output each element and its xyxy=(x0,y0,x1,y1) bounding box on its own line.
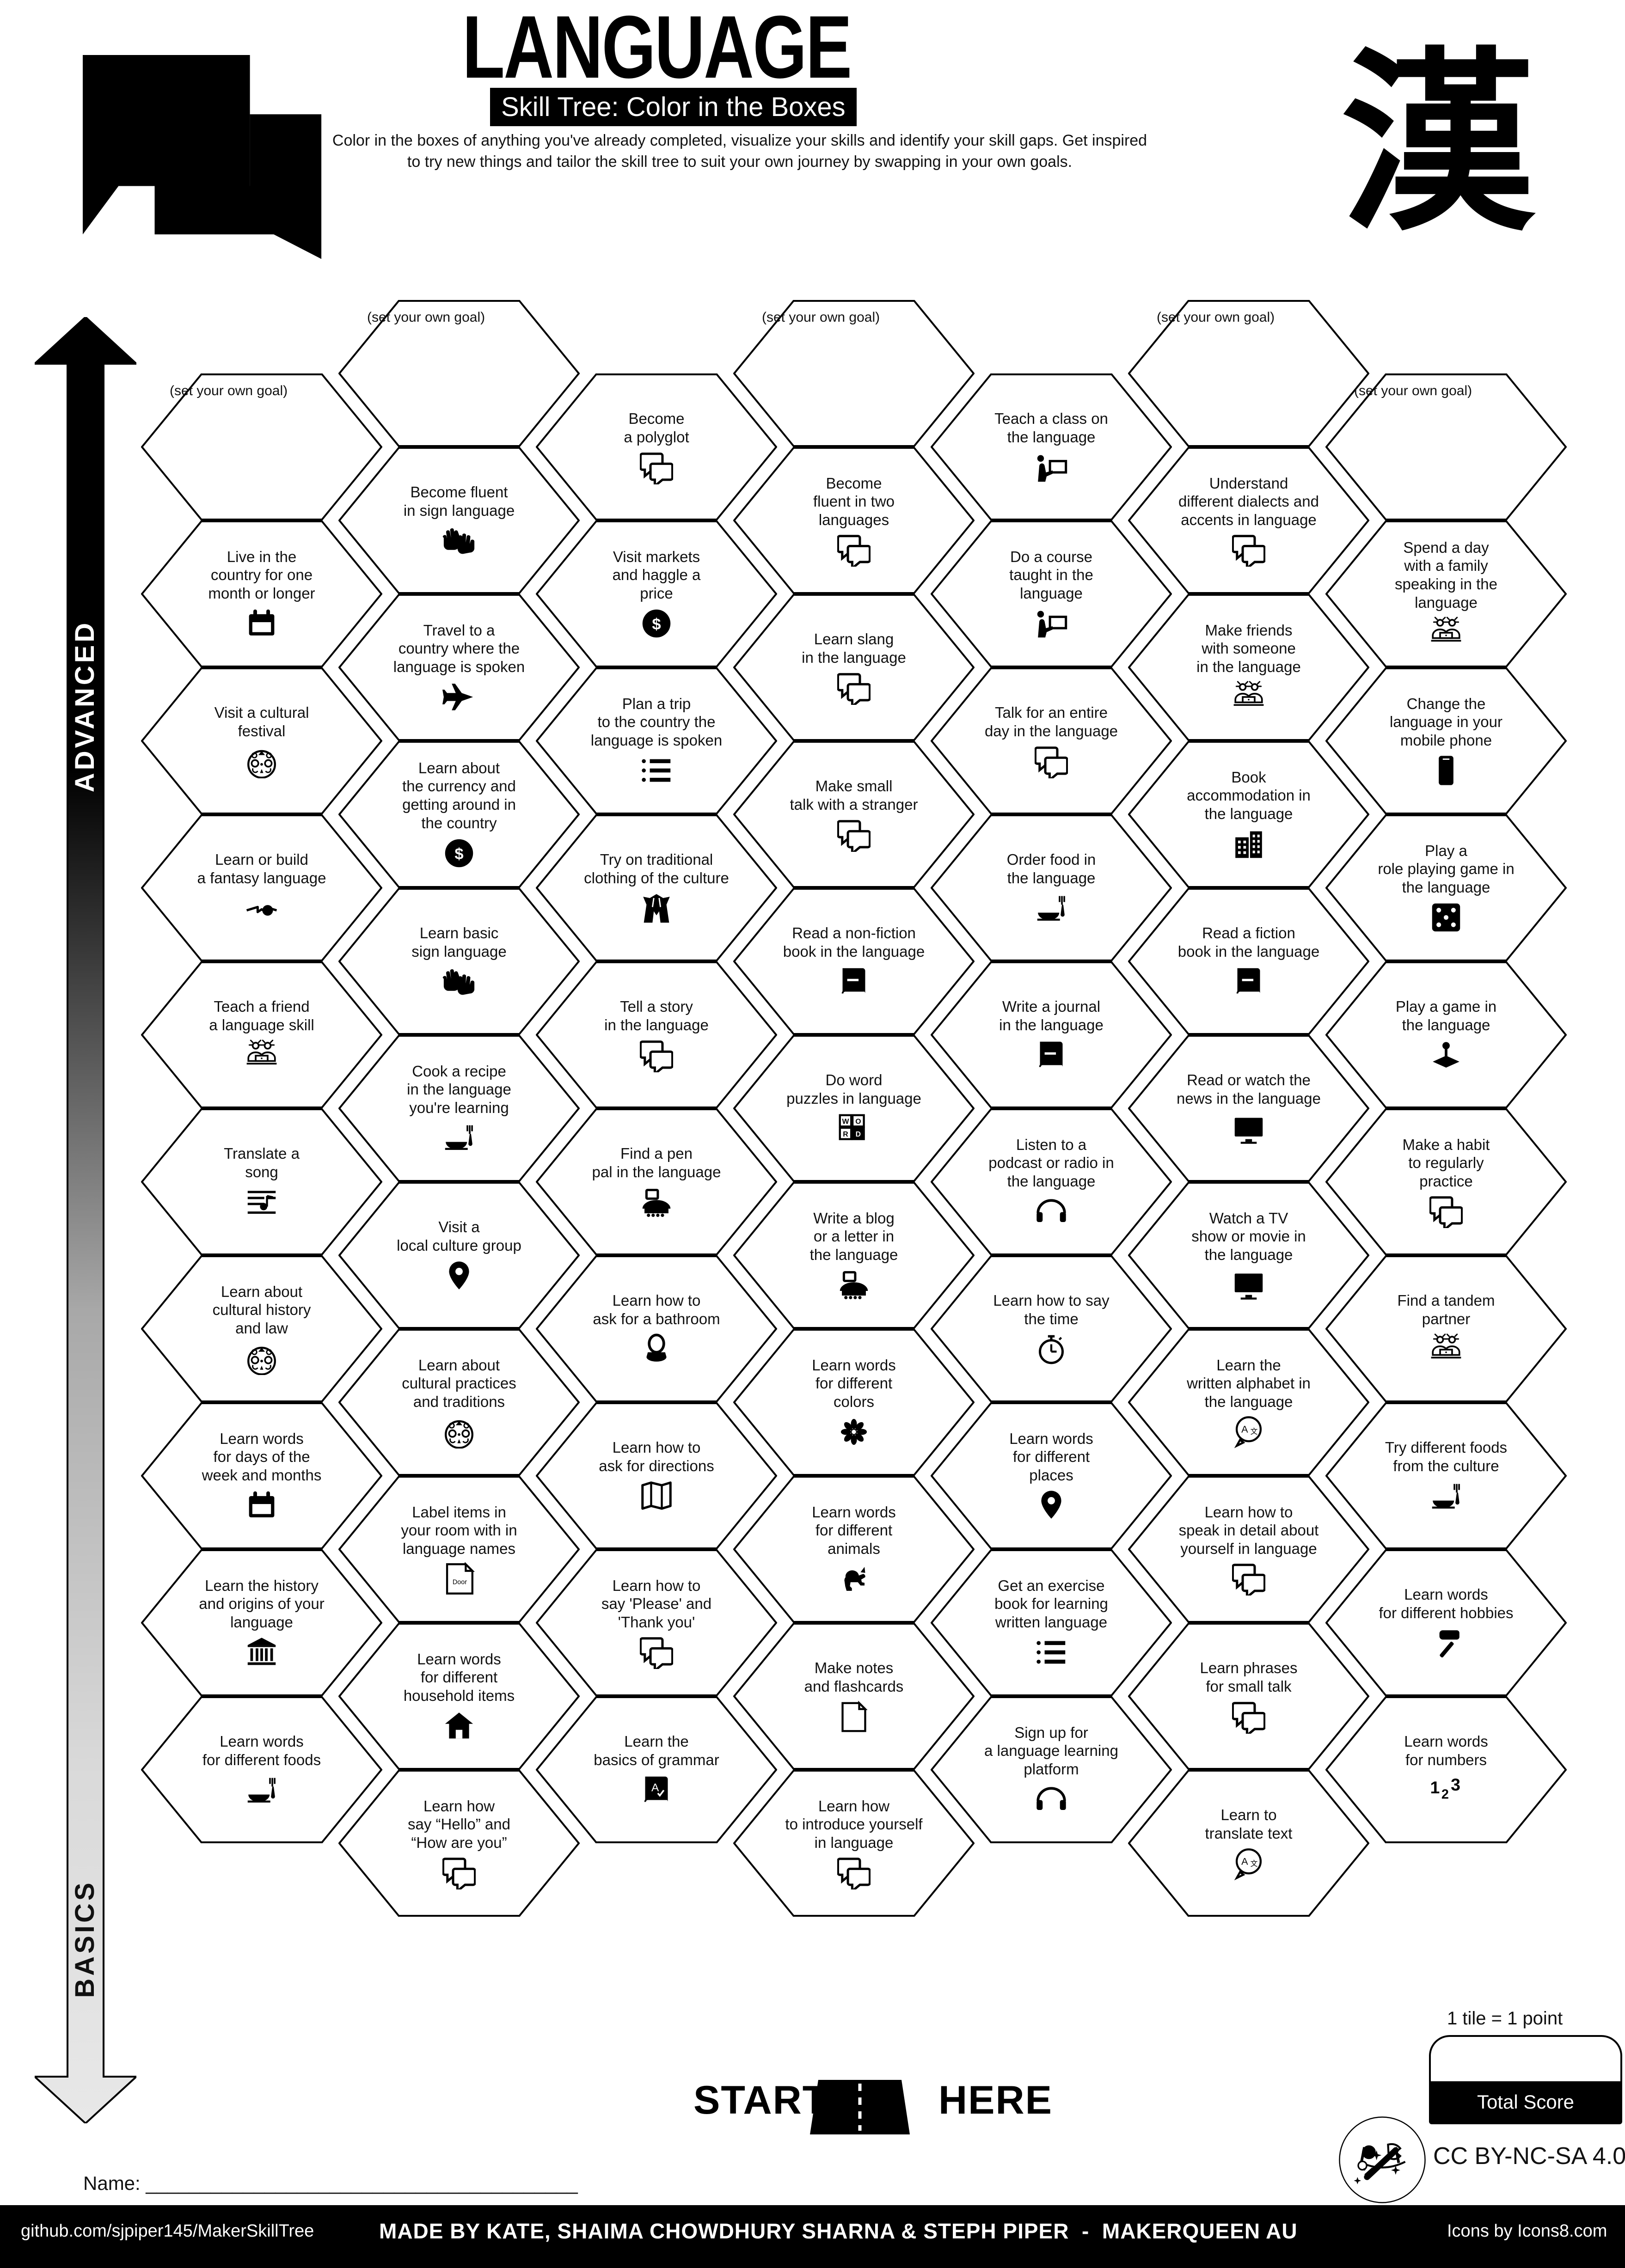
svg-text:Door: Door xyxy=(453,1579,467,1586)
svg-text:W: W xyxy=(842,1118,849,1125)
svg-text:A: A xyxy=(1241,1855,1248,1867)
svg-text:$: $ xyxy=(652,616,661,633)
svg-text:O: O xyxy=(855,1118,861,1125)
svg-text:文: 文 xyxy=(1251,1428,1258,1436)
svg-text:2: 2 xyxy=(1441,1787,1449,1802)
svg-text:1: 1 xyxy=(1430,1777,1440,1797)
svg-text:A: A xyxy=(1241,1424,1248,1435)
svg-text:文: 文 xyxy=(1251,1859,1258,1868)
svg-text:A: A xyxy=(651,1781,659,1794)
svg-text:$: $ xyxy=(454,845,463,863)
svg-text:D: D xyxy=(856,1130,861,1138)
svg-text:3: 3 xyxy=(1451,1775,1460,1794)
svg-text:R: R xyxy=(843,1130,848,1138)
